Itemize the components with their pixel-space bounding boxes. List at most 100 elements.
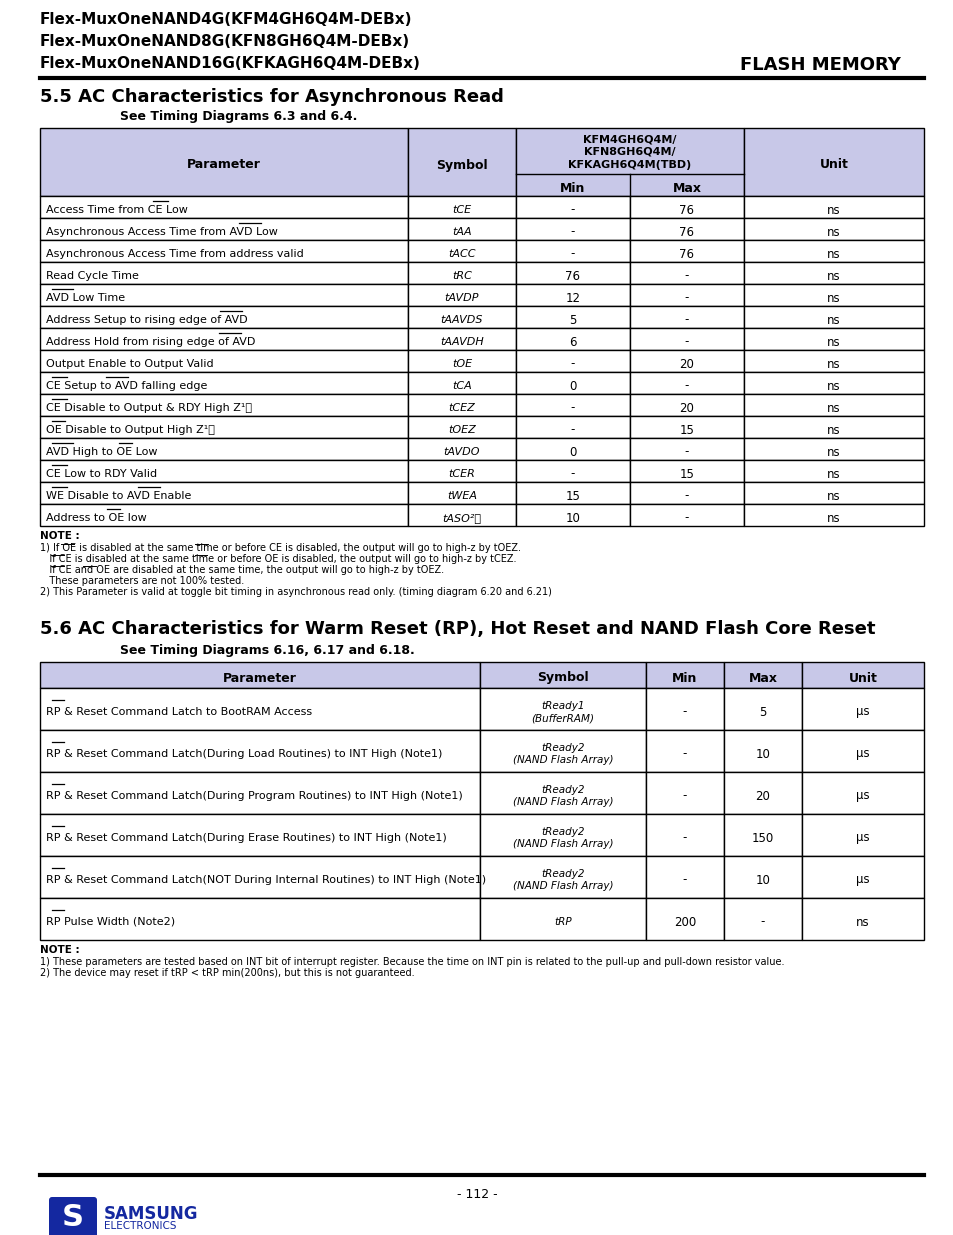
Bar — [801, 662, 923, 688]
Text: tReady2
(NAND Flash Array): tReady2 (NAND Flash Array) — [512, 784, 613, 808]
Bar — [408, 306, 516, 329]
Bar — [516, 372, 629, 394]
Text: ns: ns — [826, 269, 840, 283]
Bar — [723, 662, 801, 688]
Bar — [40, 898, 479, 940]
Text: 20: 20 — [679, 401, 694, 415]
Bar — [645, 814, 723, 856]
Text: ns: ns — [826, 401, 840, 415]
Bar — [408, 438, 516, 459]
Bar — [40, 504, 408, 526]
Bar — [629, 482, 743, 504]
Bar — [723, 688, 801, 730]
Bar — [743, 262, 923, 284]
Bar — [743, 329, 923, 350]
Bar — [40, 306, 408, 329]
Bar — [629, 196, 743, 219]
Text: 5: 5 — [759, 705, 766, 719]
Bar — [516, 219, 629, 240]
Text: NOTE :: NOTE : — [40, 531, 79, 541]
Bar — [629, 416, 743, 438]
Text: 0: 0 — [569, 379, 576, 393]
Text: If CE and OE are disabled at the same time, the output will go to high-z by tOEZ: If CE and OE are disabled at the same ti… — [40, 564, 444, 576]
Text: KFM4GH6Q4M/
KFN8GH6Q4M/
KFKAGH6Q4M(TBD): KFM4GH6Q4M/ KFN8GH6Q4M/ KFKAGH6Q4M(TBD) — [568, 135, 691, 169]
Bar — [645, 662, 723, 688]
Text: 2) The device may reset if tRP < tRP min(200ns), but this is not guaranteed.: 2) The device may reset if tRP < tRP min… — [40, 968, 415, 978]
Text: Address Setup to rising edge of AVD: Address Setup to rising edge of AVD — [46, 315, 248, 325]
Bar — [40, 240, 408, 262]
Bar — [723, 898, 801, 940]
Bar — [743, 240, 923, 262]
Text: - 112 -: - 112 - — [456, 1188, 497, 1200]
Bar — [516, 459, 629, 482]
Bar — [516, 438, 629, 459]
Bar — [723, 814, 801, 856]
Text: CE Setup to AVD falling edge: CE Setup to AVD falling edge — [46, 382, 207, 391]
Text: -: - — [570, 468, 575, 480]
Text: Address Hold from rising edge of AVD: Address Hold from rising edge of AVD — [46, 337, 255, 347]
Text: Unit: Unit — [819, 158, 847, 172]
Text: FLASH MEMORY: FLASH MEMORY — [740, 56, 900, 74]
Text: AVD Low Time: AVD Low Time — [46, 293, 125, 303]
Text: -: - — [684, 291, 688, 305]
Bar — [629, 372, 743, 394]
Bar — [629, 350, 743, 372]
Text: tRC: tRC — [452, 270, 472, 282]
Text: Parameter: Parameter — [223, 672, 296, 684]
Bar — [40, 438, 408, 459]
Bar — [801, 772, 923, 814]
Text: -: - — [682, 705, 686, 719]
Text: tRP: tRP — [554, 918, 571, 927]
Text: 20: 20 — [755, 789, 770, 803]
Text: WE Disable to AVD Enable: WE Disable to AVD Enable — [46, 492, 192, 501]
Bar — [516, 416, 629, 438]
Bar — [408, 504, 516, 526]
Text: μs: μs — [855, 831, 869, 845]
Bar — [629, 504, 743, 526]
Text: -: - — [684, 446, 688, 458]
Text: Asynchronous Access Time from AVD Low: Asynchronous Access Time from AVD Low — [46, 227, 277, 237]
Text: tReady2
(NAND Flash Array): tReady2 (NAND Flash Array) — [512, 742, 613, 766]
Text: RP & Reset Command Latch(During Erase Routines) to INT High (Note1): RP & Reset Command Latch(During Erase Ro… — [46, 832, 446, 844]
Bar — [479, 856, 645, 898]
Text: -: - — [684, 314, 688, 326]
Text: -: - — [682, 831, 686, 845]
Text: 76: 76 — [679, 247, 694, 261]
Bar — [40, 128, 408, 196]
Text: Flex-MuxOneNAND4G(KFM4GH6Q4M-DEBx): Flex-MuxOneNAND4G(KFM4GH6Q4M-DEBx) — [40, 12, 412, 27]
Bar — [40, 416, 408, 438]
Text: -: - — [570, 247, 575, 261]
Bar — [408, 394, 516, 416]
Bar — [40, 662, 479, 688]
Text: These parameters are not 100% tested.: These parameters are not 100% tested. — [40, 576, 244, 585]
Bar — [629, 329, 743, 350]
Text: 6: 6 — [569, 336, 577, 348]
Text: tACC: tACC — [448, 249, 476, 259]
Bar — [516, 329, 629, 350]
Bar — [645, 730, 723, 772]
Text: RP Pulse Width (Note2): RP Pulse Width (Note2) — [46, 918, 175, 927]
Text: ns: ns — [826, 489, 840, 503]
Bar — [801, 814, 923, 856]
Bar — [408, 482, 516, 504]
Bar — [645, 856, 723, 898]
Text: 76: 76 — [679, 226, 694, 238]
Bar — [723, 856, 801, 898]
Text: 1) If OE is disabled at the same time or before CE is disabled, the output will : 1) If OE is disabled at the same time or… — [40, 543, 520, 553]
Text: tAAVDS: tAAVDS — [440, 315, 483, 325]
Text: -: - — [760, 915, 764, 929]
Text: RP & Reset Command Latch to BootRAM Access: RP & Reset Command Latch to BootRAM Acce… — [46, 706, 312, 718]
Text: CE Disable to Output & RDY High Z¹⧣: CE Disable to Output & RDY High Z¹⧣ — [46, 403, 252, 412]
Bar — [408, 262, 516, 284]
Text: tReady1
(BufferRAM): tReady1 (BufferRAM) — [531, 700, 594, 724]
Text: ns: ns — [826, 226, 840, 238]
Text: NOTE :: NOTE : — [40, 945, 79, 955]
Text: 20: 20 — [679, 357, 694, 370]
Bar — [40, 814, 479, 856]
Text: 15: 15 — [679, 468, 694, 480]
Bar — [408, 416, 516, 438]
Text: 1) These parameters are tested based on INT bit of interrupt register. Because t: 1) These parameters are tested based on … — [40, 957, 783, 967]
Text: μs: μs — [855, 873, 869, 887]
Bar — [40, 262, 408, 284]
Text: -: - — [684, 489, 688, 503]
